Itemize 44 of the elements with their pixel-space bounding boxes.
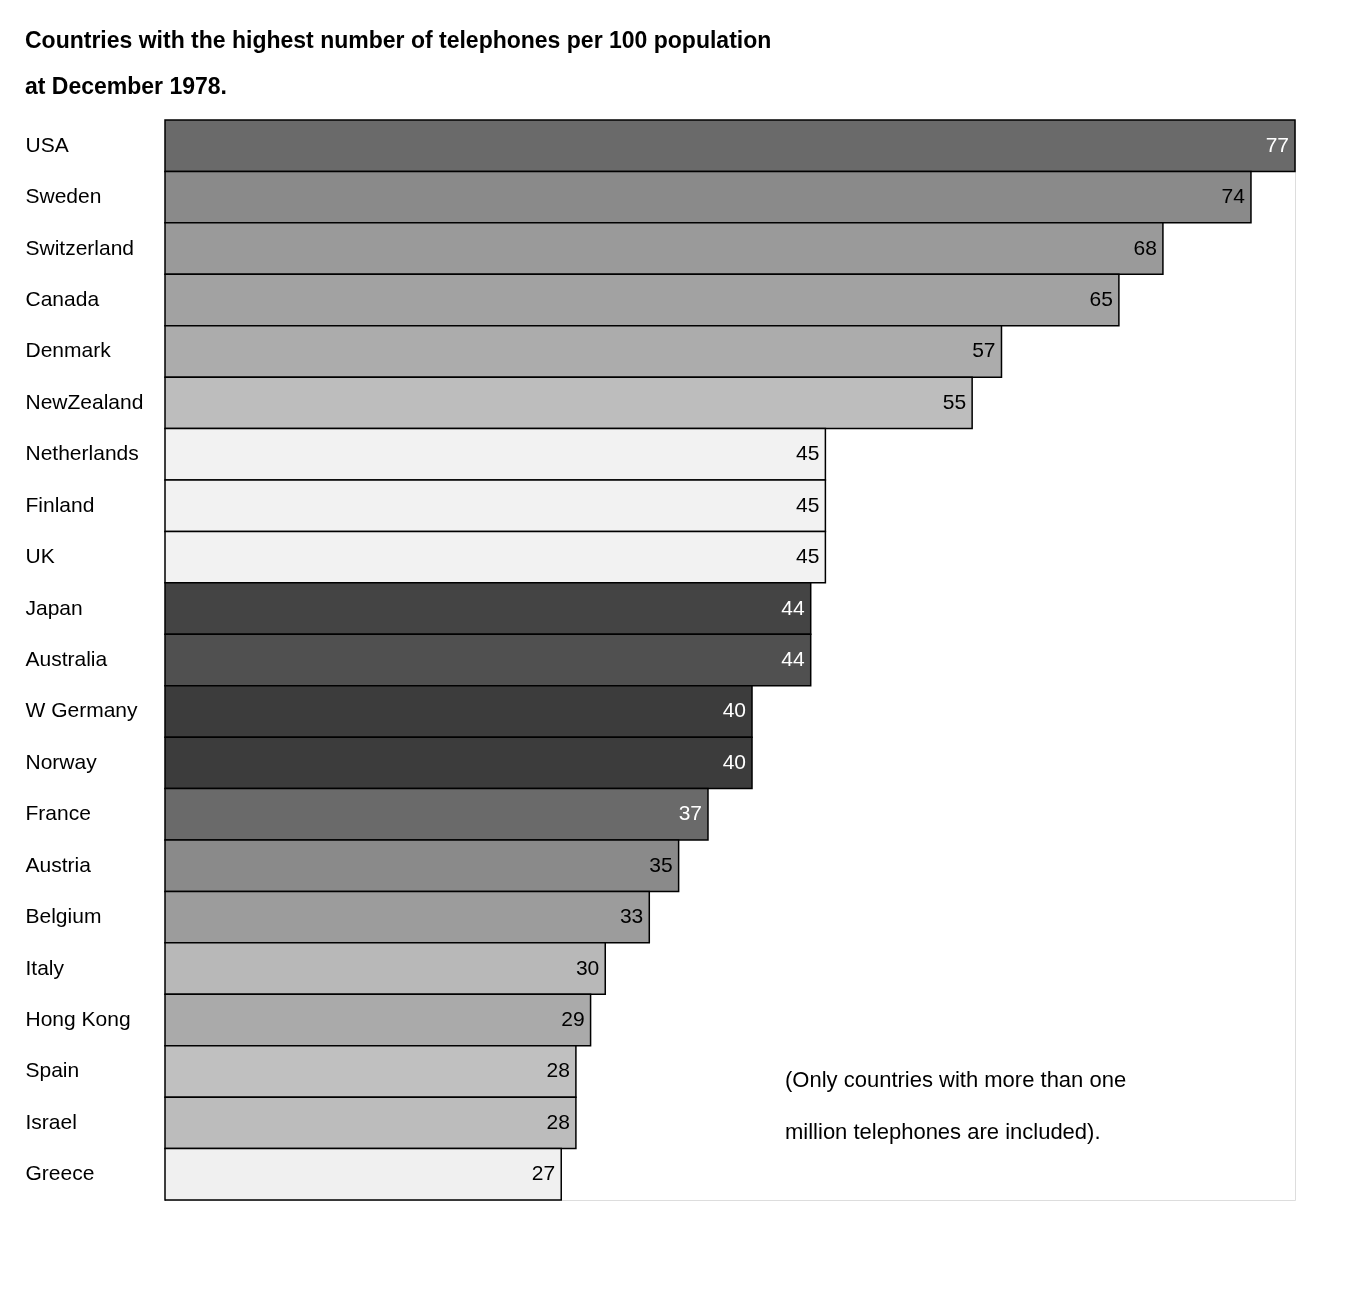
y-tick-label: Belgium (25, 904, 102, 928)
data-label: 27 (531, 1161, 556, 1185)
y-tick-label: Sweden (25, 184, 102, 208)
data-label: 45 (796, 441, 820, 465)
data-label: 74 (1221, 184, 1246, 208)
data-label: 40 (722, 698, 747, 722)
data-label: 44 (781, 595, 806, 619)
y-tick-label: USA (25, 132, 69, 156)
y-tick-label: Hong Kong (25, 1007, 131, 1030)
y-tick-label: France (25, 801, 91, 825)
data-label: 55 (942, 389, 967, 413)
data-label: 77 (1265, 132, 1289, 156)
y-tick-label: Spain (25, 1058, 80, 1082)
data-label: 33 (619, 904, 644, 928)
data-label: 45 (796, 492, 820, 516)
data-label: 68 (1133, 235, 1157, 259)
y-tick-label: Greece (25, 1161, 95, 1185)
data-label: 30 (575, 955, 600, 979)
data-label: 35 (649, 852, 673, 876)
data-label: 45 (796, 544, 820, 568)
data-label: 65 (1089, 287, 1113, 310)
y-tick-label: UK (25, 544, 55, 568)
y-tick-label: Denmark (25, 338, 112, 362)
y-tick-label: Canada (25, 287, 100, 310)
y-tick-label: W Germany (25, 698, 139, 722)
y-tick-label: Switzerland (25, 235, 135, 259)
data-label: 28 (546, 1109, 570, 1133)
y-tick-label: Australia (25, 647, 108, 670)
data-label: 57 (972, 338, 996, 362)
y-tick-label: Netherlands (25, 441, 139, 465)
y-tick-label: Norway (25, 749, 98, 773)
y-tick-label: Japan (25, 595, 83, 619)
chart-title: Countries with the highest number of telephones per 100 population at December 1978. (25, 27, 772, 100)
data-label: 29 (561, 1007, 585, 1030)
y-tick-label: Austria (25, 852, 92, 876)
y-tick-label: Italy (25, 955, 65, 979)
text: (Only countries with more than one million telephones are included). (785, 1067, 1127, 1144)
data-label: 28 (546, 1058, 570, 1082)
data-label: 37 (678, 801, 702, 825)
y-tick-label: NewZealand (25, 389, 144, 413)
data-label: 44 (781, 647, 806, 670)
y-tick-label: Israel (25, 1109, 77, 1133)
data-label: 40 (722, 749, 747, 773)
y-tick-label: Finland (25, 492, 95, 516)
